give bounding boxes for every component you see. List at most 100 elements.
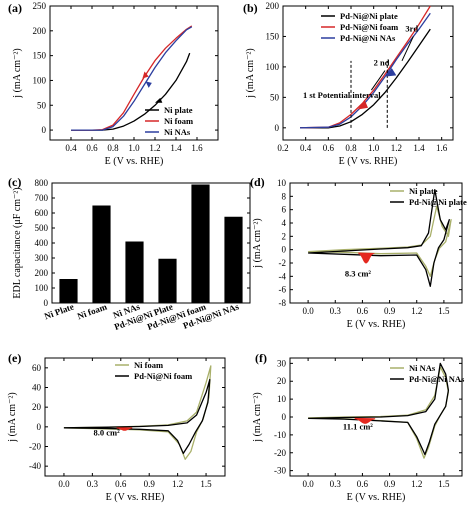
x-tick-label: 1.0 <box>128 143 140 153</box>
x-tick-label: 0.3 <box>330 306 342 316</box>
panel-label: (b) <box>243 1 258 15</box>
series-line-0 <box>308 205 452 277</box>
y-tick-label: 100 <box>35 283 49 293</box>
x-tick-label: 0.6 <box>115 479 127 489</box>
y-tick-label: 0 <box>37 422 42 432</box>
y-tick-label: 40 <box>32 383 42 393</box>
x-tick-label: 1.5 <box>438 479 450 489</box>
y-tick-label: 0 <box>282 245 287 255</box>
x-tick-label: 0.6 <box>86 143 98 153</box>
y-tick-label: 8 <box>282 191 287 201</box>
x-tick-label: 0.8 <box>107 143 119 153</box>
y-tick-label: 600 <box>35 208 49 218</box>
legend-label-0: Ni plate <box>409 186 438 196</box>
chart-panel-3: 0.0 0.3 0.6 0.9 1.2 1.5 -8 -6 -4 -2 0 2 4 6 8 10 E (V vs… <box>252 178 467 330</box>
legend-label-1: Ni foam <box>164 116 193 126</box>
plot-frame <box>289 182 463 304</box>
y-tick-label: -40 <box>29 461 41 471</box>
y-tick-label: 150 <box>266 31 280 41</box>
series-line-1 <box>308 189 450 287</box>
y-tick-label: 6 <box>282 205 287 215</box>
y-tick-label: -10 <box>274 430 286 440</box>
integrated-area <box>358 252 376 264</box>
y-axis-label: j (mA cm⁻²) <box>245 48 256 98</box>
y-tick-label: -4 <box>279 271 287 281</box>
y-axis-label: EDL capacitance (μF cm⁻²) <box>12 187 23 298</box>
bar-3 <box>158 258 177 303</box>
arrow-marker <box>142 71 149 79</box>
series-line-0 <box>300 28 431 129</box>
x-tick-label: 1.2 <box>411 479 422 489</box>
y-tick-label: 60 <box>32 363 42 373</box>
y-tick-label: 150 <box>33 51 47 61</box>
y-tick-label: -8 <box>279 298 287 308</box>
y-tick-label: 400 <box>35 238 49 248</box>
y-tick-label: 700 <box>35 193 49 203</box>
x-tick-label: 1.2 <box>411 306 422 316</box>
chart-panel-1: 0.2 0.4 0.6 0.8 1.0 1.2 1.4 1.6 0 50 100 150 200 E (V… <box>245 1 454 167</box>
y-tick-label: -20 <box>274 448 286 458</box>
y-tick-label: 30 <box>277 358 287 368</box>
legend-label-2: Ni NAs <box>164 127 191 137</box>
y-tick-label: -20 <box>29 442 41 452</box>
annotation-area: 11.1 cm² <box>343 422 373 432</box>
annotation-interval-2: 2 nd <box>374 58 390 68</box>
x-tick-label: 1.2 <box>172 479 183 489</box>
x-axis-label: E (V vs. RHE) <box>347 492 406 503</box>
x-tick-label: 1.5 <box>200 479 212 489</box>
x-tick-label: 0.6 <box>357 306 369 316</box>
plot-frame <box>44 357 226 477</box>
panel-label: (e) <box>8 351 21 365</box>
bar-5 <box>224 216 243 303</box>
x-tick-label: 0.6 <box>357 479 369 489</box>
panel-label: (d) <box>250 175 265 189</box>
y-tick-label: 0 <box>275 123 280 133</box>
arrow-marker <box>385 68 397 77</box>
x-tick-label: 0.9 <box>384 306 396 316</box>
chart-panel-4: 0.0 0.3 0.6 0.9 1.2 1.5 -40 -20 0 20 40 60 E (V vs. … <box>7 357 226 503</box>
legend-label-0: Ni foam <box>134 360 163 370</box>
x-tick-label: 1.5 <box>438 306 450 316</box>
y-axis-label: j (mA cm⁻²) <box>7 392 18 442</box>
series-line-1 <box>308 362 450 456</box>
x-tick-label: 1.2 <box>149 143 160 153</box>
legend-label-1: Pd-Ni@Ni plate <box>409 197 467 207</box>
series-line-2 <box>299 12 431 129</box>
x-axis-label: E (V vs. RHE) <box>347 319 406 330</box>
series-line-1 <box>63 378 211 455</box>
legend-label-0: Ni NAs <box>409 363 436 373</box>
x-tick-label: 1.4 <box>170 143 182 153</box>
legend-label-2: Pd-Ni@Ni NAs <box>340 33 396 43</box>
legend-label-1: Pd-Ni@Ni foam <box>340 22 398 32</box>
annotation-arrow <box>370 70 386 91</box>
y-tick-label: 100 <box>266 62 280 72</box>
x-axis-label: E (V vs. RHE) <box>105 156 164 167</box>
y-tick-label: -2 <box>279 258 287 268</box>
x-tick-label: 0.0 <box>58 479 70 489</box>
y-tick-label: 0 <box>282 412 287 422</box>
y-tick-label: 0 <box>44 298 49 308</box>
x-tick-label: 0.3 <box>87 479 99 489</box>
legend-label-0: Pd-Ni@Ni plate <box>340 11 398 21</box>
legend-label-1: Pd-Ni@Ni foam <box>134 371 192 381</box>
y-tick-label: 0 <box>42 125 47 135</box>
x-tick-label: 0.3 <box>330 479 342 489</box>
x-tick-label: 0.2 <box>277 143 288 153</box>
arrow-marker <box>145 81 152 88</box>
y-tick-label: 200 <box>33 26 47 36</box>
x-tick-label: 1.2 <box>391 143 402 153</box>
y-tick-label: 20 <box>32 402 42 412</box>
y-tick-label: -6 <box>279 285 287 295</box>
integrated-area <box>116 427 133 431</box>
annotation-arrow <box>401 36 414 62</box>
x-tick-label: 1.0 <box>368 143 380 153</box>
x-tick-label: 0.9 <box>384 479 396 489</box>
x-tick-label: 1.6 <box>436 143 448 153</box>
y-tick-label: 20 <box>277 376 287 386</box>
y-tick-label: 800 <box>35 178 49 188</box>
bar-0 <box>59 279 78 303</box>
panel-label: (f) <box>255 351 267 365</box>
y-tick-label: 100 <box>33 75 47 85</box>
category-label: Ni foam <box>76 301 109 321</box>
y-tick-label: -30 <box>274 466 286 476</box>
